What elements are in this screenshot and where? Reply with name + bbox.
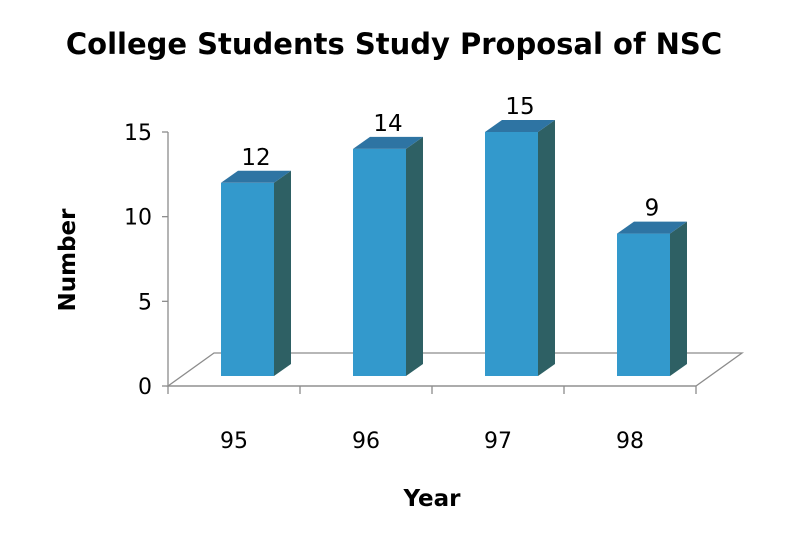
bar-front-face bbox=[485, 132, 538, 376]
bar-top-face bbox=[353, 136, 423, 149]
x-tick-label: 98 bbox=[616, 429, 644, 454]
tick-labels: 0 5 10 15 95 96 97 98 bbox=[124, 121, 644, 454]
y-tick-label: 5 bbox=[138, 290, 152, 315]
x-tick-label: 95 bbox=[220, 429, 248, 454]
data-label: 12 bbox=[241, 145, 270, 171]
y-tick-label: 15 bbox=[124, 121, 152, 146]
bar bbox=[221, 170, 291, 376]
bar bbox=[485, 120, 555, 376]
y-axis bbox=[162, 131, 169, 387]
bar-front-face bbox=[353, 148, 406, 376]
bar-top-face bbox=[485, 120, 555, 132]
data-labels: 12 14 15 9 bbox=[241, 94, 659, 222]
bar-top-face bbox=[221, 170, 291, 183]
x-tick-label: 97 bbox=[484, 429, 512, 454]
data-label: 14 bbox=[373, 111, 402, 137]
x-axis-title: Year bbox=[402, 486, 461, 512]
x-tick-label: 96 bbox=[352, 429, 380, 454]
data-label: 9 bbox=[645, 196, 660, 222]
bars bbox=[221, 120, 687, 376]
chart-title: College Students Study Proposal of NSC bbox=[66, 27, 722, 61]
y-tick-label: 10 bbox=[124, 206, 152, 231]
bar bbox=[353, 136, 423, 376]
bar-front-face bbox=[617, 233, 670, 376]
bar-front-face bbox=[221, 182, 274, 376]
bar-side-face bbox=[406, 136, 423, 376]
y-axis-title: Number bbox=[55, 208, 81, 312]
x-axis bbox=[167, 385, 697, 394]
bar-side-face bbox=[538, 120, 555, 376]
bar-side-face bbox=[670, 221, 687, 376]
bar-side-face bbox=[274, 170, 291, 376]
bar-top-face bbox=[617, 221, 687, 234]
data-label: 15 bbox=[505, 94, 534, 120]
y-tick-label: 0 bbox=[138, 375, 152, 400]
bar bbox=[617, 221, 687, 376]
